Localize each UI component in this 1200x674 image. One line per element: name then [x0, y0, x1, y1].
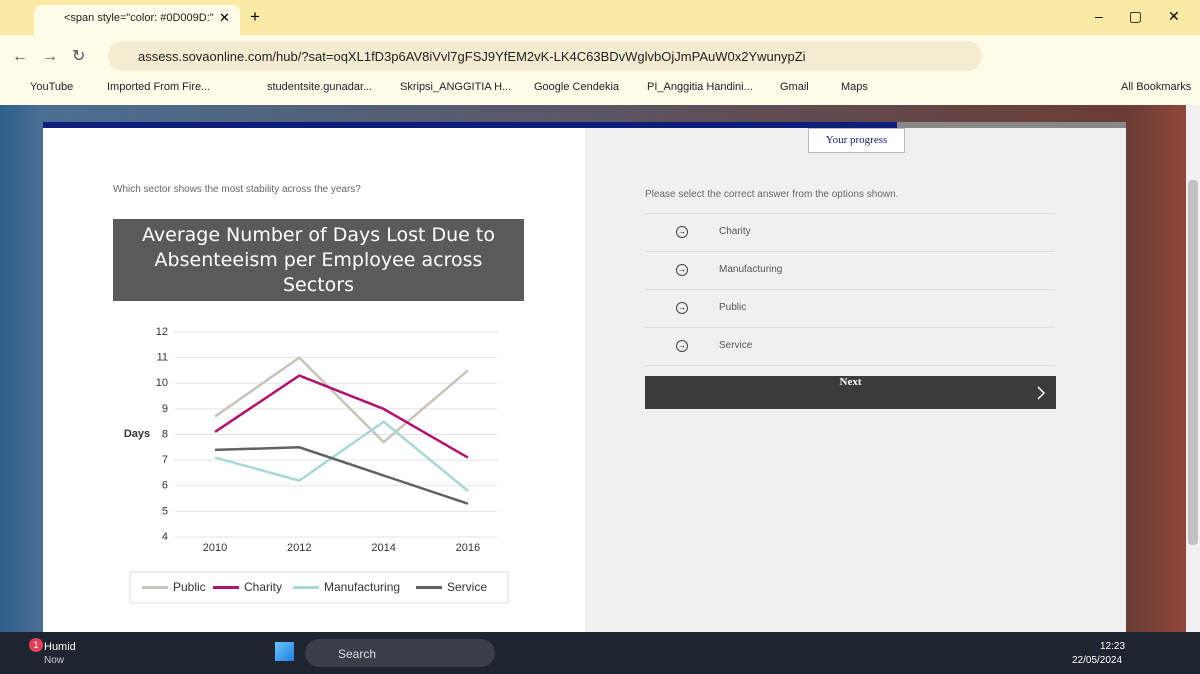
url[interactable]: assess.sovaonline.com/hub/?sat=oqXL1fD3p…	[138, 49, 806, 64]
chevron	[1037, 386, 1046, 400]
separator	[645, 251, 1055, 252]
bookmark[interactable]: Maps	[841, 81, 868, 93]
bookmark[interactable]: YouTube	[30, 81, 74, 93]
option-icon[interactable]: →	[676, 264, 688, 276]
clock-date[interactable]: 22/05/2024	[1072, 655, 1123, 666]
option-icon[interactable]: →	[676, 340, 688, 352]
weather[interactable]: Humid	[44, 641, 76, 653]
option[interactable]: Service	[719, 340, 753, 351]
instruction: Please select the correct answer from th…	[645, 189, 899, 200]
y-tick-label: 8	[162, 428, 168, 440]
separator	[645, 327, 1055, 328]
y-tick-label: 10	[156, 377, 168, 389]
search-label[interactable]: Search	[338, 647, 377, 661]
line	[214, 446, 469, 505]
x-tick-label: 2016	[456, 542, 480, 554]
start-button[interactable]	[275, 642, 294, 661]
line	[214, 374, 469, 459]
bookmark[interactable]: studentsite.gunadar...	[267, 81, 373, 93]
progress-label[interactable]: Your progress	[825, 134, 888, 146]
legend-label: Service	[447, 580, 487, 594]
line	[214, 420, 469, 492]
bookmark[interactable]: Imported From Fire...	[107, 81, 211, 93]
chart-title: Average Number of Days Lost Due to Absen…	[113, 219, 524, 301]
badge: 1	[29, 638, 43, 652]
bookmark[interactable]: Google Cendekia	[534, 81, 620, 93]
next-label[interactable]: Next	[839, 376, 862, 388]
y-axis-label: Days	[124, 428, 150, 440]
y-tick-label: 7	[162, 454, 168, 466]
close-tab[interactable]: ✕	[219, 10, 230, 25]
new-tab[interactable]: +	[250, 7, 260, 26]
tab[interactable]	[34, 5, 240, 35]
question: Which sector shows the most stability ac…	[113, 184, 361, 195]
scrollbar[interactable]	[1186, 105, 1200, 632]
separator	[645, 289, 1055, 290]
chart: 4 5 6 7 8 9 10 11 12 Days 2010 2012 2014 2016 Public Ch…	[124, 326, 509, 604]
option[interactable]: Public	[719, 302, 747, 313]
progress-button[interactable]: Your progress	[808, 128, 905, 153]
all-bookmarks[interactable]: All Bookmarks	[1121, 81, 1192, 93]
x-tick-label: 2014	[371, 542, 395, 554]
taskbar	[0, 632, 1200, 674]
window-controls[interactable]: –▢✕	[1095, 8, 1200, 24]
address-bar[interactable]	[108, 41, 982, 71]
tab-title[interactable]: <span style="color: #0D009D:"	[64, 12, 214, 24]
option[interactable]: Charity	[719, 226, 751, 237]
bookmark[interactable]: PI_Anggitia Handini...	[647, 81, 753, 93]
nav-buttons[interactable]: ←→↻	[12, 48, 100, 65]
option-icon[interactable]: →	[676, 226, 688, 238]
legend-label: Public	[173, 580, 206, 594]
separator	[645, 365, 1055, 366]
separator	[645, 213, 1055, 214]
y-tick-label: 12	[156, 326, 168, 338]
progress-rest	[897, 122, 1126, 128]
y-tick-label: 11	[157, 352, 168, 364]
y-tick-label: 4	[162, 531, 168, 543]
legend-label: Manufacturing	[324, 580, 400, 594]
x-tick-label: 2010	[203, 542, 227, 554]
option-icon[interactable]: →	[676, 302, 688, 314]
y-tick-label: 6	[162, 480, 168, 492]
next-button[interactable]: Next	[645, 376, 1056, 409]
clock-time[interactable]: 12:23	[1100, 641, 1126, 652]
y-tick-label: 9	[162, 403, 168, 415]
bookmark[interactable]: Gmail	[780, 81, 809, 93]
legend-label: Charity	[244, 580, 282, 594]
progress-bar	[43, 122, 897, 128]
y-tick-label: 5	[162, 505, 168, 517]
search-box[interactable]	[305, 639, 495, 667]
x-tick-label: 2012	[287, 542, 311, 554]
weather-sub: Now	[44, 655, 65, 666]
bookmark[interactable]: Skripsi_ANGGITIA H...	[400, 81, 512, 93]
content-left	[43, 122, 585, 632]
line	[214, 355, 469, 444]
option[interactable]: Manufacturing	[719, 264, 783, 275]
